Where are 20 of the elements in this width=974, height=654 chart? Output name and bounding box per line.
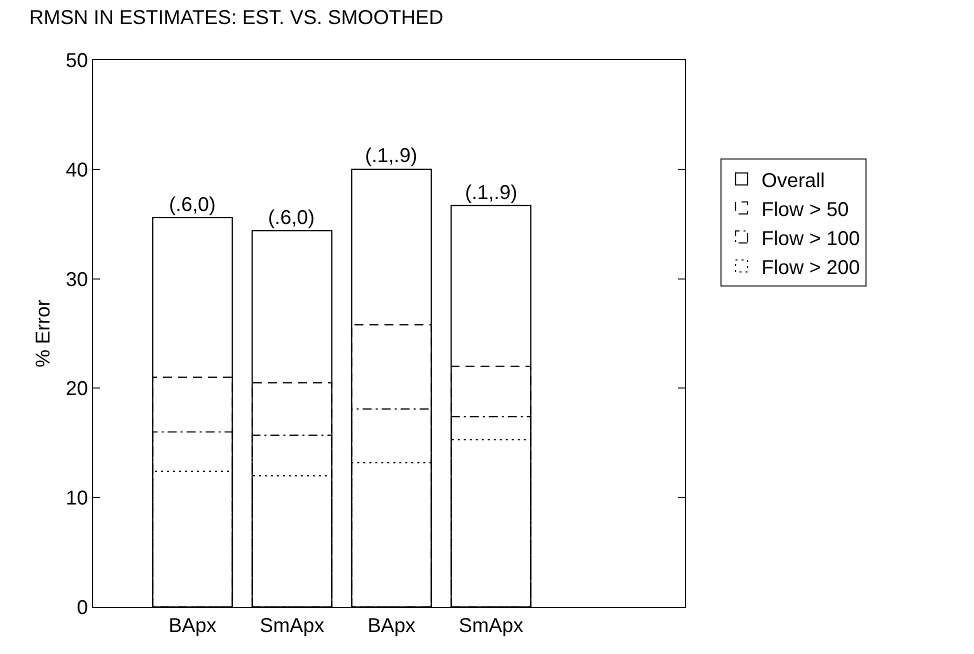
legend-label: Flow > 100 bbox=[762, 228, 860, 250]
chart-title: RMSN IN ESTIMATES: EST. VS. SMOOTHED bbox=[29, 6, 444, 29]
y-axis-title: % Error bbox=[32, 299, 54, 368]
x-tick-label: SmApx bbox=[260, 615, 324, 637]
legend-label: Flow > 200 bbox=[762, 256, 860, 279]
y-tick-label: 40 bbox=[66, 159, 88, 182]
x-tick-label: BApx bbox=[168, 615, 216, 637]
annotation: (.6,0) bbox=[268, 207, 315, 229]
annotation: (.1,.9) bbox=[365, 145, 418, 167]
y-tick-label: 0 bbox=[76, 597, 88, 619]
x-tick-label: BApx bbox=[368, 615, 416, 637]
annotation: (.6,0) bbox=[169, 194, 216, 216]
y-tick-label: 50 bbox=[66, 50, 88, 72]
x-tick-label: SmApx bbox=[458, 615, 524, 637]
y-tick-label: 20 bbox=[66, 378, 88, 400]
annotation: (.1,.9) bbox=[465, 182, 518, 204]
y-tick-label: 30 bbox=[66, 268, 88, 291]
legend-label: Flow > 50 bbox=[762, 198, 849, 221]
y-tick-label: 10 bbox=[66, 488, 88, 510]
legend-label: Overall bbox=[762, 170, 825, 192]
